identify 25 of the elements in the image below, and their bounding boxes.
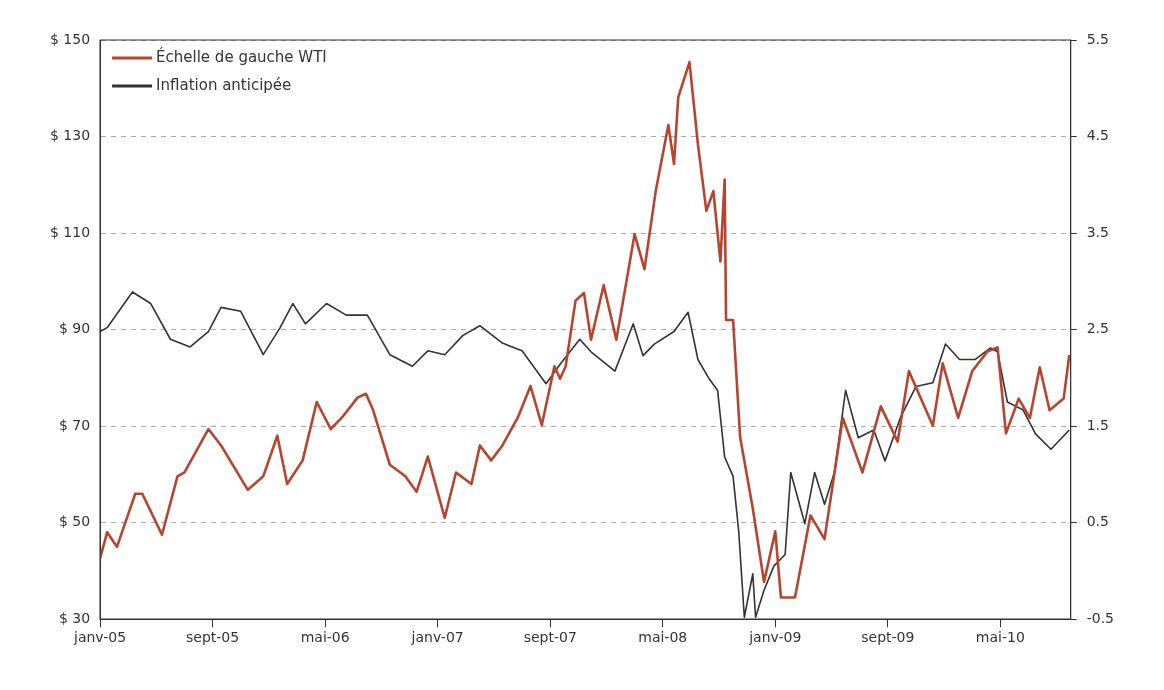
x-tick-label: sept-05: [186, 629, 240, 646]
x-tick-label: mai-10: [975, 629, 1025, 646]
y2-tick-label: 5.5: [1086, 30, 1109, 47]
x-tick-label: sept-07: [523, 629, 577, 646]
y-tick-label: $ 90: [58, 320, 91, 337]
x-tick-label: janv-07: [410, 629, 464, 646]
x-tick-label: janv-09: [748, 629, 802, 646]
y2-tick-label: -0.5: [1086, 609, 1115, 626]
y-tick-label: $ 70: [58, 416, 91, 433]
y2-tick-label: 0.5: [1086, 513, 1109, 530]
y-tick-label: $ 50: [58, 513, 91, 530]
y-tick-label: $ 150: [49, 30, 91, 47]
y-tick-label: $ 130: [49, 127, 91, 144]
y2-tick-label: 3.5: [1086, 223, 1109, 240]
y2-tick-label: 1.5: [1086, 416, 1109, 433]
x-tick-label: mai-08: [638, 629, 688, 646]
x-tick-label: mai-06: [300, 629, 350, 646]
y-tick-label: $ 110: [49, 223, 91, 240]
y-tick-label: $ 30: [58, 609, 91, 626]
x-tick-label: janv-05: [73, 629, 127, 646]
y2-tick-label: 4.5: [1086, 127, 1109, 144]
legend-label: Inflation anticipée: [156, 75, 292, 94]
legend-label: Échelle de gauche WTI: [156, 46, 327, 66]
x-tick-label: sept-09: [861, 629, 915, 646]
y2-tick-label: 2.5: [1086, 320, 1109, 337]
